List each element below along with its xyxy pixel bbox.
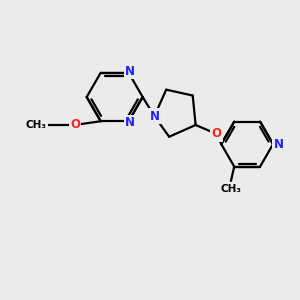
Text: O: O [211, 127, 221, 140]
Text: CH₃: CH₃ [220, 184, 242, 194]
Text: N: N [273, 138, 284, 151]
Text: N: N [149, 110, 159, 123]
Text: CH₃: CH₃ [26, 120, 47, 130]
Text: N: N [125, 116, 135, 129]
Text: N: N [125, 65, 135, 78]
Text: O: O [70, 118, 80, 131]
